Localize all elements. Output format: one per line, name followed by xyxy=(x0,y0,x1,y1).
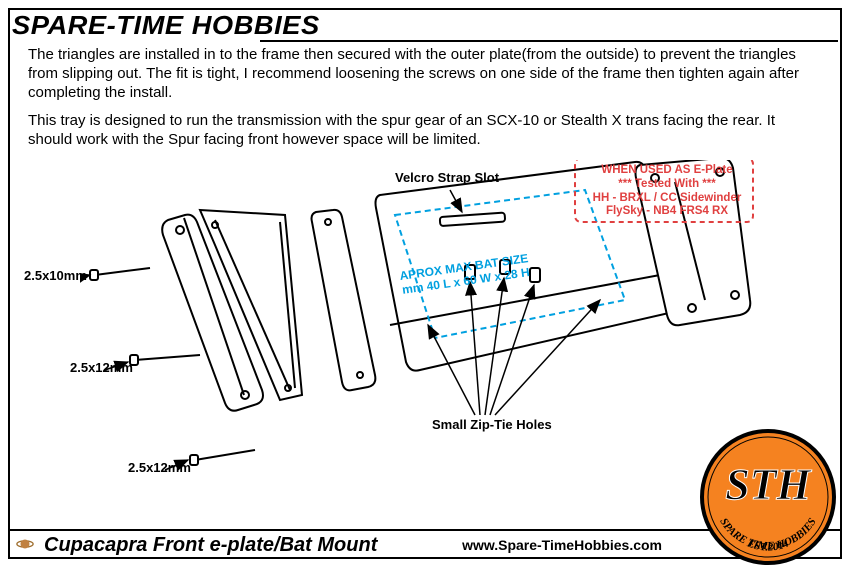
product-title: Cupacapra Front e-plate/Bat Mount xyxy=(44,534,377,557)
brand-title: SPARE-TIME HOBBIES xyxy=(12,10,320,41)
eplate-note-text: WHEN USED AS E-Plate *** Tested With ***… xyxy=(582,164,752,219)
velcro-label: Velcro Strap Slot xyxy=(395,170,499,185)
website-url: www.Spare-TimeHobbies.com xyxy=(462,537,662,553)
screw-label-2: 2.5x12mm xyxy=(70,360,133,375)
screw-label-1: 2.5x10mm xyxy=(24,268,87,283)
screw-label-3: 2.5x12mm xyxy=(128,460,191,475)
paragraph-1: The triangles are installed in to the fr… xyxy=(28,46,822,102)
header-rule xyxy=(260,40,838,42)
small-brand-icon xyxy=(16,535,34,553)
paragraph-2: This tray is designed to run the transmi… xyxy=(28,112,822,150)
screw-2 xyxy=(130,355,200,365)
svg-text:STH: STH xyxy=(725,460,812,509)
inner-plate-left xyxy=(312,210,376,390)
screw-3 xyxy=(190,450,255,465)
instruction-text: The triangles are installed in to the fr… xyxy=(28,46,822,160)
ziptie-label: Small Zip-Tie Holes xyxy=(432,418,552,432)
logo-badge: STH SPARE TIME HOBBIES EST.2014 xyxy=(698,427,838,567)
screw-1 xyxy=(90,268,150,280)
